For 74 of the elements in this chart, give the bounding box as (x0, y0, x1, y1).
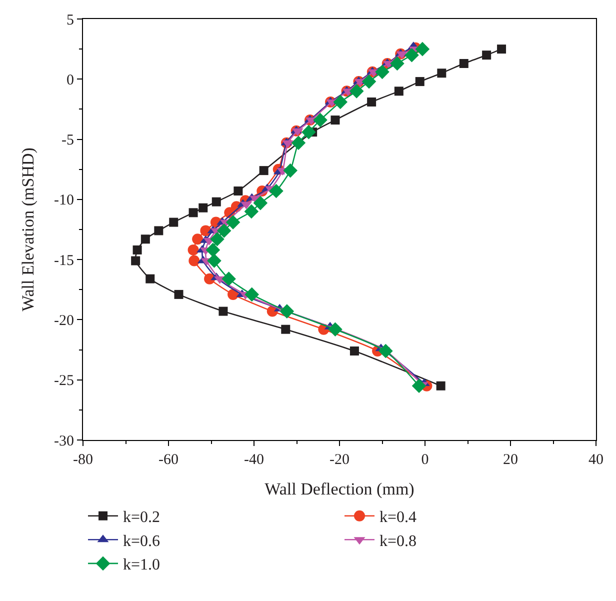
x-tick-label: -60 (158, 452, 178, 468)
x-tick-label: -20 (330, 452, 350, 468)
point (378, 344, 393, 358)
y-tick-label: 0 (66, 72, 74, 88)
x-tick-label: 40 (588, 452, 604, 468)
y-axis-title: Wall Elevation (mSHD) (18, 148, 38, 312)
point (415, 77, 424, 86)
point (375, 64, 390, 80)
x-tick-label: 20 (503, 452, 518, 468)
point (283, 163, 298, 178)
legend-label: k=1.0 (123, 556, 160, 574)
y-tick-label: 5 (66, 12, 74, 28)
point (333, 94, 348, 110)
point (132, 245, 142, 254)
y-tick-label: -5 (62, 132, 74, 149)
x-tick-label: -80 (73, 452, 93, 468)
point (206, 242, 220, 258)
point (169, 218, 178, 227)
point (212, 197, 221, 206)
point (131, 256, 140, 266)
y-tick-label: -20 (54, 312, 74, 329)
point (192, 234, 204, 245)
point (188, 244, 199, 256)
point (459, 59, 468, 68)
legend-label: k=0.4 (380, 509, 417, 526)
point (394, 86, 404, 96)
point (207, 254, 222, 268)
legend-label: k=0.6 (123, 532, 160, 550)
point (234, 186, 243, 196)
point (349, 84, 364, 98)
point (412, 378, 426, 394)
point (302, 124, 316, 140)
point (436, 381, 446, 390)
point (244, 287, 260, 302)
point (154, 226, 164, 236)
point (330, 116, 340, 125)
point (188, 208, 198, 218)
point (253, 196, 268, 210)
point (188, 255, 200, 266)
y-tick-label: -30 (54, 433, 74, 450)
point (174, 290, 184, 299)
point (140, 234, 150, 244)
point (280, 304, 294, 318)
point (210, 232, 224, 246)
point (198, 203, 208, 212)
point (216, 224, 232, 238)
point (328, 322, 342, 336)
point (313, 112, 328, 128)
point (218, 306, 228, 316)
point (146, 274, 155, 284)
legend-label: k=0.2 (123, 509, 160, 526)
point (226, 215, 240, 230)
point (259, 166, 268, 176)
x-axis-title: Wall Deflection (mm) (264, 479, 414, 498)
point (482, 50, 492, 60)
point (437, 68, 446, 78)
point (281, 324, 290, 334)
point (350, 346, 359, 356)
x-tick-label: -40 (244, 452, 264, 468)
point (269, 184, 284, 198)
y-tick-label: -15 (54, 252, 74, 269)
point (415, 42, 430, 56)
point (222, 272, 236, 286)
y-tick-label: -25 (54, 373, 74, 390)
y-tick-label: -10 (54, 192, 74, 209)
point (291, 136, 306, 150)
legend-label: k=0.8 (380, 532, 417, 550)
point (497, 44, 506, 54)
x-tick-label: 0 (421, 452, 429, 468)
point (362, 74, 376, 89)
point (244, 204, 259, 219)
point (367, 98, 376, 106)
point (390, 56, 404, 71)
point (404, 48, 419, 62)
